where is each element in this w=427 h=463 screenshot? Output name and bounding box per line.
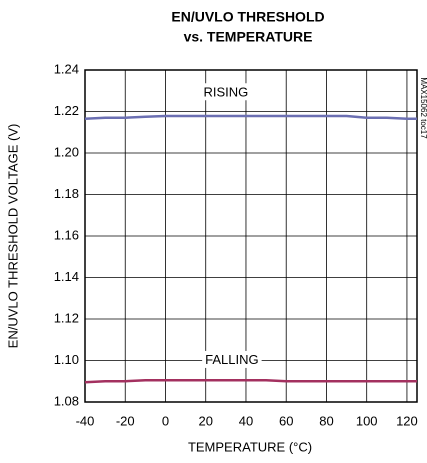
- data-line: [84, 114, 417, 121]
- y-tick-label: 1.08: [54, 393, 79, 408]
- side-note: MAX15062 toc17: [419, 77, 427, 139]
- x-tick-label: 100: [356, 413, 378, 428]
- data-line: [84, 378, 417, 384]
- y-tick-label: 1.14: [54, 269, 79, 284]
- x-tick-label: -40: [76, 413, 95, 428]
- x-tick-label: 20: [198, 413, 212, 428]
- series-label: FALLING: [205, 352, 258, 367]
- series-label: RISING: [203, 84, 248, 99]
- chart-subtitle: vs. TEMPERATURE: [184, 29, 313, 45]
- x-tick-label: 0: [162, 413, 169, 428]
- y-tick-label: 1.16: [54, 227, 79, 242]
- x-tick-label: 60: [279, 413, 293, 428]
- chart-title: EN/UVLO THRESHOLD: [171, 9, 324, 25]
- y-tick-label: 1.18: [54, 186, 79, 201]
- y-tick-label: 1.24: [54, 61, 79, 76]
- x-tick-label: 80: [319, 413, 333, 428]
- y-tick-label: 1.12: [54, 310, 79, 325]
- y-tick-label: 1.20: [54, 144, 79, 159]
- y-tick-label: 1.22: [54, 103, 79, 118]
- label-background: [200, 83, 252, 101]
- y-tick-label: 1.10: [54, 352, 79, 367]
- y-axis-label: EN/UVLO THRESHOLD VOLTAGE (V): [5, 124, 20, 349]
- x-tick-label: -20: [116, 413, 135, 428]
- x-tick-label: 120: [396, 413, 418, 428]
- plot-frame: [84, 69, 418, 403]
- label-background: [202, 350, 262, 368]
- x-tick-label: 40: [239, 413, 253, 428]
- x-axis-label: TEMPERATURE (°C): [188, 439, 312, 454]
